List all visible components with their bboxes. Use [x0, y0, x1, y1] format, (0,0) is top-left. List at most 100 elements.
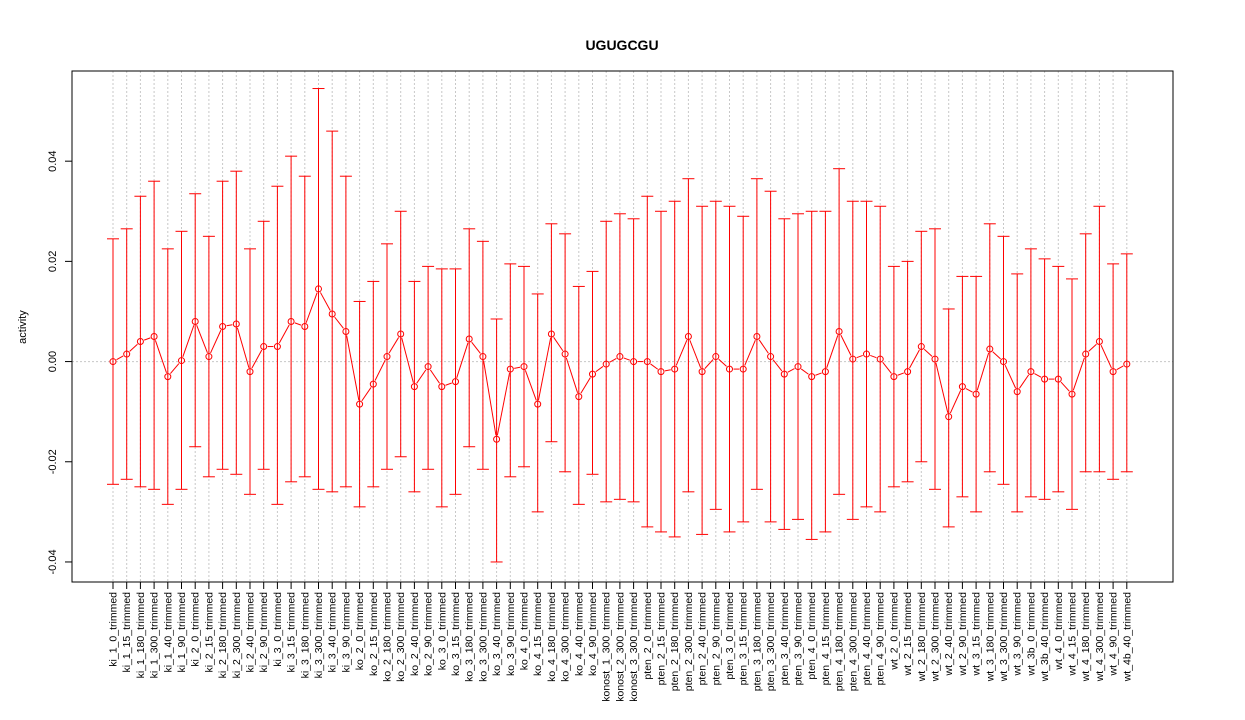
- y-tick-label: -0.02: [47, 449, 59, 474]
- line-segment: [1004, 365, 1016, 389]
- x-tick-label: ki_2_90_trimmed: [258, 592, 270, 673]
- line-segment: [471, 341, 481, 354]
- line-segment: [496, 372, 511, 436]
- line-segment: [251, 349, 263, 369]
- line-segment: [840, 334, 852, 356]
- data-point: [643, 358, 651, 366]
- data-point: [1068, 390, 1076, 398]
- line-segment: [116, 355, 124, 361]
- x-tick-label: ko_4_15_trimmed: [532, 592, 544, 676]
- data-point: [136, 338, 144, 346]
- x-tick-label: ko_2_300_trimmed: [395, 592, 407, 682]
- data-point: [1082, 350, 1090, 358]
- x-tick-label: pten_2_0_trimmed: [642, 592, 654, 680]
- line-segment: [1072, 357, 1085, 391]
- data-point: [1109, 368, 1117, 376]
- line-segment: [704, 359, 714, 369]
- data-point: [1000, 358, 1007, 366]
- line-segment: [129, 343, 138, 352]
- line-segment: [882, 361, 892, 374]
- line-segment: [935, 362, 949, 413]
- x-tick-label: ki_1_180_trimmed: [135, 592, 147, 679]
- data-point: [671, 365, 679, 373]
- data-point: [602, 360, 610, 368]
- line-segment: [800, 368, 809, 375]
- data-point: [109, 358, 117, 366]
- x-tick-label: ki_2_300_trimmed: [231, 592, 243, 679]
- data-point: [1013, 388, 1021, 396]
- line-segment: [1088, 343, 1097, 352]
- x-tick-label: pten_3_0_trimmed: [724, 592, 736, 680]
- x-tick-label: ko_3_90_trimmed: [505, 592, 517, 676]
- data-point: [438, 383, 446, 391]
- line-segment: [346, 335, 360, 401]
- line-segment: [826, 335, 839, 368]
- line-segment: [305, 292, 318, 323]
- data-point: [794, 363, 802, 371]
- line-segment: [1019, 374, 1030, 389]
- x-tick-label: ko_4_90_trimmed: [587, 592, 599, 676]
- x-tick-label: ko_2_15_trimmed: [368, 592, 380, 676]
- line-segment: [664, 369, 671, 372]
- data-point: [232, 320, 240, 328]
- data-point: [191, 317, 199, 325]
- data-point: [520, 363, 528, 371]
- line-segment: [856, 354, 863, 359]
- x-tick-label: pten_4_15_trimmed: [820, 592, 832, 686]
- line-segment: [445, 382, 452, 386]
- data-point: [150, 333, 158, 341]
- series-line: [116, 292, 1124, 436]
- x-tick-label: pten_3_15_trimmed: [738, 592, 750, 686]
- x-tick-label: pten_4_0_trimmed: [806, 592, 818, 680]
- data-point: [397, 330, 405, 338]
- plot-frame: [71, 70, 1174, 583]
- line-segment: [416, 369, 427, 384]
- line-segment: [976, 352, 990, 391]
- x-tick-label: ki_3_180_trimmed: [299, 592, 311, 679]
- x-tick-label: ki_1_90_trimmed: [176, 592, 188, 673]
- x-tick-label: ki_3_0_trimmed: [272, 592, 284, 667]
- line-segment: [623, 357, 631, 361]
- line-segment: [609, 358, 617, 363]
- line-segment: [429, 369, 440, 384]
- y-tick-label: -0.04: [47, 549, 59, 574]
- x-tick-label: wt_3b_0_trimmed: [1025, 592, 1037, 677]
- data-point: [767, 353, 775, 361]
- x-tick-label: wt_2_300_trimmed: [930, 592, 942, 682]
- data-point: [205, 353, 213, 361]
- x-tick-label: ko_2_40_trimmed: [409, 592, 421, 676]
- x-tick-label: ko_3_15_trimmed: [450, 592, 462, 676]
- line-segment: [319, 292, 331, 311]
- data-point: [452, 378, 459, 386]
- x-tick-label: wt_4_0_trimmed: [1053, 592, 1065, 671]
- data-point: [479, 353, 487, 361]
- line-segment: [1116, 365, 1124, 371]
- data-point: [547, 330, 555, 338]
- x-tick-label: wt_3_300_trimmed: [998, 592, 1010, 682]
- data-point: [863, 350, 870, 358]
- x-tick-label: pten_4_300_trimmed: [847, 592, 859, 691]
- line-segment: [1100, 344, 1112, 369]
- line-segment: [182, 325, 195, 357]
- x-tick-label: wt_2_0_trimmed: [888, 592, 900, 671]
- data-point: [698, 368, 706, 376]
- x-tick-label: ko_4_0_trimmed: [519, 592, 531, 670]
- line-segment: [524, 370, 537, 401]
- line-segment: [170, 363, 180, 374]
- data-point: [315, 285, 322, 293]
- x-tick-label: ki_3_40_trimmed: [327, 592, 339, 673]
- data-point: [821, 368, 829, 376]
- x-tick-label: wt_2_90_trimmed: [957, 592, 969, 677]
- line-segment: [870, 354, 877, 359]
- line-segment: [236, 327, 250, 368]
- x-tick-label: ki_1_40_trimmed: [162, 592, 174, 673]
- x-tick-label: wt_4_180_trimmed: [1080, 592, 1092, 682]
- data-point: [410, 383, 418, 391]
- line-segment: [401, 337, 414, 383]
- x-tick-label: wt_4b_40_trimmed: [1121, 592, 1133, 682]
- data-point: [849, 355, 857, 363]
- error-bars: [107, 88, 1133, 563]
- line-segment: [787, 368, 795, 373]
- line-segment: [196, 325, 208, 354]
- line-segment: [483, 360, 497, 436]
